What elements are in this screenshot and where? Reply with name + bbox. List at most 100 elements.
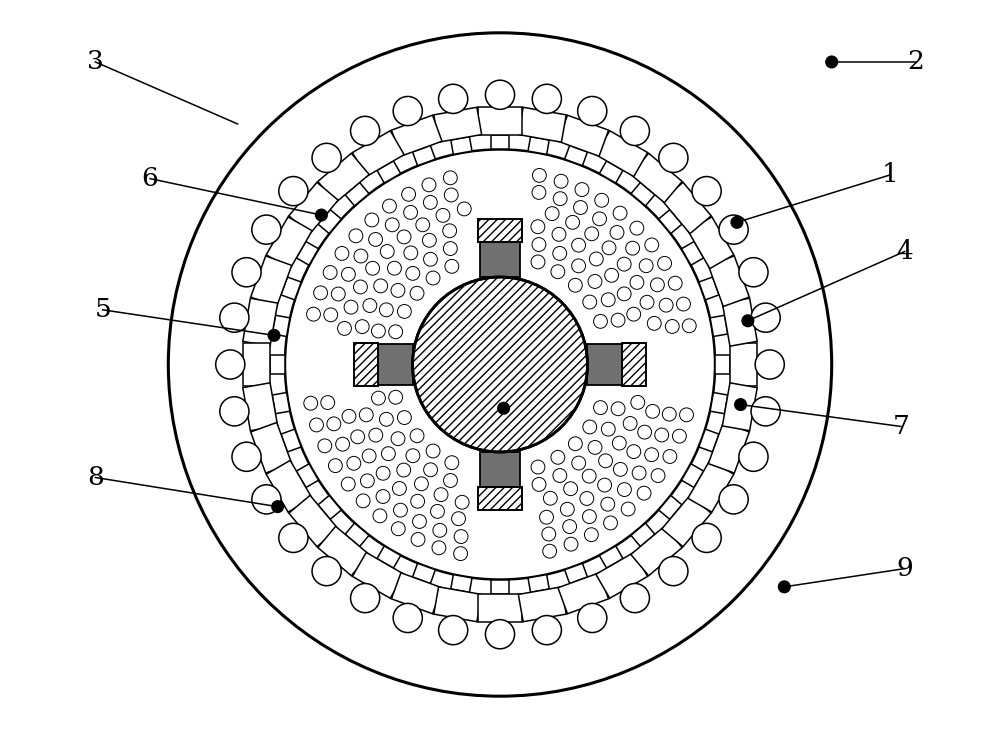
Circle shape [424,252,437,266]
Polygon shape [243,298,278,346]
Polygon shape [558,573,609,614]
Circle shape [551,451,565,464]
Circle shape [742,315,754,327]
Circle shape [735,399,746,410]
Circle shape [328,459,342,472]
Text: 9: 9 [896,556,913,581]
Circle shape [443,241,457,255]
Circle shape [601,497,615,511]
Bar [478,487,522,510]
Circle shape [232,443,261,472]
Circle shape [620,583,649,612]
Polygon shape [659,210,682,233]
Circle shape [314,286,328,300]
Circle shape [411,532,425,546]
Polygon shape [243,383,278,431]
Circle shape [344,300,358,314]
Circle shape [680,408,693,422]
Circle shape [498,402,509,414]
Polygon shape [699,429,719,452]
Circle shape [611,402,625,416]
Circle shape [307,307,320,321]
Polygon shape [558,115,609,156]
Circle shape [578,604,607,633]
Polygon shape [251,256,292,306]
Circle shape [455,495,469,509]
Polygon shape [599,546,623,568]
Circle shape [719,485,748,514]
Polygon shape [631,153,682,203]
Circle shape [272,501,283,512]
Circle shape [436,208,450,222]
Circle shape [627,445,641,459]
Circle shape [568,437,582,451]
Polygon shape [251,423,292,473]
Polygon shape [631,526,682,576]
Polygon shape [699,277,719,300]
Circle shape [393,604,422,633]
Circle shape [439,615,468,644]
Circle shape [410,286,424,300]
Circle shape [431,504,444,518]
Circle shape [655,428,669,442]
Circle shape [362,449,376,463]
Circle shape [553,246,567,260]
Circle shape [553,469,567,483]
Circle shape [385,218,399,232]
Circle shape [778,581,790,593]
Circle shape [444,474,457,488]
Circle shape [564,537,578,551]
Circle shape [268,330,280,341]
Polygon shape [662,182,711,234]
Circle shape [739,443,768,472]
Circle shape [452,512,465,526]
Circle shape [540,510,553,524]
Circle shape [365,213,379,227]
Polygon shape [722,383,757,431]
Circle shape [617,287,631,301]
Circle shape [349,229,363,243]
Circle shape [659,556,688,585]
Circle shape [397,463,411,477]
Circle shape [413,277,587,452]
Polygon shape [518,587,566,622]
Bar [354,343,378,386]
Polygon shape [296,241,318,265]
Polygon shape [730,343,757,386]
Circle shape [532,85,561,114]
Polygon shape [413,564,435,583]
Circle shape [426,271,440,285]
Circle shape [588,440,602,454]
Circle shape [564,482,578,496]
Circle shape [751,397,780,426]
Polygon shape [659,496,682,519]
Circle shape [604,516,617,530]
Bar [480,242,520,277]
Circle shape [252,485,281,514]
Circle shape [252,215,281,244]
Circle shape [751,303,780,332]
Text: 3: 3 [87,50,104,74]
Circle shape [426,444,440,458]
Circle shape [216,350,245,379]
Polygon shape [631,182,655,206]
Circle shape [336,437,350,451]
Polygon shape [296,464,318,488]
Polygon shape [243,343,270,386]
Polygon shape [318,153,369,203]
Circle shape [637,486,651,500]
Circle shape [424,463,437,477]
Polygon shape [599,161,623,183]
Circle shape [406,449,420,463]
Circle shape [443,224,457,238]
Circle shape [397,305,411,319]
Circle shape [658,257,672,270]
Text: 5: 5 [94,297,111,322]
Circle shape [304,397,318,410]
Circle shape [351,430,365,444]
Circle shape [312,556,341,585]
Circle shape [341,477,355,491]
Circle shape [443,171,457,184]
Circle shape [433,523,447,537]
Polygon shape [596,130,648,176]
